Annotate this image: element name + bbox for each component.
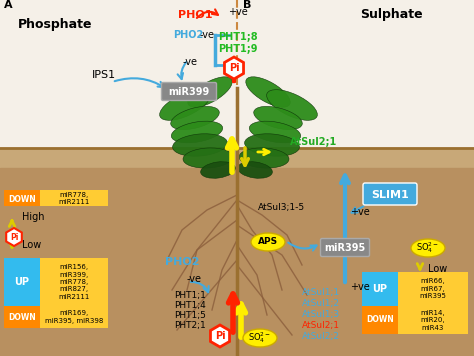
Text: UP: UP	[15, 277, 29, 287]
Ellipse shape	[411, 239, 445, 257]
Text: miR778,
miR2111: miR778, miR2111	[58, 193, 90, 205]
Text: PHO2: PHO2	[173, 30, 203, 40]
Polygon shape	[225, 57, 244, 79]
Bar	[4, 306, 40, 328]
Text: AtSul2;2: AtSul2;2	[302, 332, 340, 341]
Text: Pi: Pi	[215, 331, 225, 341]
Text: PHO1: PHO1	[178, 10, 212, 20]
FancyBboxPatch shape	[320, 239, 370, 257]
Ellipse shape	[246, 77, 290, 107]
Ellipse shape	[173, 134, 228, 156]
Text: Low: Low	[428, 264, 447, 274]
Ellipse shape	[251, 233, 285, 251]
Text: AtSul3;1-5: AtSul3;1-5	[258, 203, 305, 212]
Text: Low: Low	[22, 240, 41, 250]
Text: +ve: +ve	[228, 7, 248, 17]
Ellipse shape	[171, 121, 223, 143]
Bar	[398, 272, 468, 306]
Text: APS: APS	[258, 237, 278, 246]
Text: DOWN: DOWN	[8, 194, 36, 204]
Text: DOWN: DOWN	[8, 313, 36, 321]
Text: AtSul1;1: AtSul1;1	[302, 288, 340, 297]
Text: DOWN: DOWN	[366, 315, 394, 325]
Text: $\mathsf{SO_4^{2-}}$: $\mathsf{SO_4^{2-}}$	[417, 241, 439, 256]
Text: PHO2: PHO2	[165, 257, 200, 267]
Bar	[4, 258, 40, 306]
Ellipse shape	[160, 90, 210, 120]
Bar	[40, 306, 108, 328]
Text: +ve: +ve	[350, 282, 370, 292]
Text: Pi: Pi	[10, 232, 18, 241]
FancyBboxPatch shape	[363, 183, 417, 205]
Text: SLIM1: SLIM1	[371, 190, 409, 200]
Bar	[40, 258, 108, 306]
Ellipse shape	[171, 106, 219, 130]
Text: B: B	[243, 0, 251, 10]
Bar	[4, 190, 40, 206]
Text: Pi: Pi	[228, 63, 239, 73]
Text: miR14,
miR20,
miR43: miR14, miR20, miR43	[421, 309, 445, 330]
Polygon shape	[6, 228, 22, 246]
FancyBboxPatch shape	[162, 83, 217, 100]
Ellipse shape	[267, 90, 318, 120]
Ellipse shape	[249, 121, 301, 143]
Bar	[0, 148, 474, 356]
Text: miR399: miR399	[168, 87, 210, 97]
Bar	[40, 190, 108, 206]
Ellipse shape	[188, 77, 232, 107]
Bar	[362, 272, 398, 306]
Text: PHT2;1: PHT2;1	[174, 321, 206, 330]
Bar	[0, 0, 474, 148]
Text: $\mathsf{SO_4^{2-}}$: $\mathsf{SO_4^{2-}}$	[248, 331, 272, 345]
Text: PHT1;8: PHT1;8	[218, 32, 258, 42]
Text: PHT1;4: PHT1;4	[174, 301, 206, 310]
Ellipse shape	[243, 329, 277, 347]
Bar	[0, 168, 474, 356]
Polygon shape	[210, 325, 229, 347]
Text: AtSul2;1: AtSul2;1	[302, 321, 340, 330]
Text: IPS1: IPS1	[92, 70, 116, 80]
Text: miR156,
miR399,
miR778,
miR827,
miR2111: miR156, miR399, miR778, miR827, miR2111	[58, 264, 90, 300]
Ellipse shape	[201, 162, 236, 178]
Text: PHT1;9: PHT1;9	[218, 44, 257, 54]
Text: AtSul1;3: AtSul1;3	[302, 310, 340, 319]
Text: PHT1;1: PHT1;1	[174, 291, 206, 300]
Text: High: High	[22, 212, 45, 222]
Ellipse shape	[245, 134, 300, 156]
Text: miR169,
miR395, miR398: miR169, miR395, miR398	[45, 310, 103, 324]
Text: Phosphate: Phosphate	[18, 18, 92, 31]
Ellipse shape	[254, 106, 302, 130]
Text: AtSul1;2: AtSul1;2	[302, 299, 340, 308]
Text: AtSul2;1: AtSul2;1	[290, 137, 337, 147]
Text: Sulphate: Sulphate	[360, 8, 423, 21]
Ellipse shape	[183, 148, 233, 168]
Text: PHT1;5: PHT1;5	[174, 311, 206, 320]
Text: -ve: -ve	[200, 30, 215, 40]
Text: -ve: -ve	[183, 57, 198, 67]
Text: UP: UP	[373, 284, 388, 294]
Text: -ve: -ve	[187, 274, 202, 284]
Text: A: A	[4, 0, 13, 10]
Bar	[398, 306, 468, 334]
Bar	[362, 306, 398, 334]
Ellipse shape	[239, 148, 289, 168]
Text: +ve: +ve	[350, 207, 370, 217]
Text: miR66,
miR67,
miR395: miR66, miR67, miR395	[419, 278, 447, 299]
Ellipse shape	[237, 162, 273, 178]
Text: miR395: miR395	[324, 243, 365, 253]
